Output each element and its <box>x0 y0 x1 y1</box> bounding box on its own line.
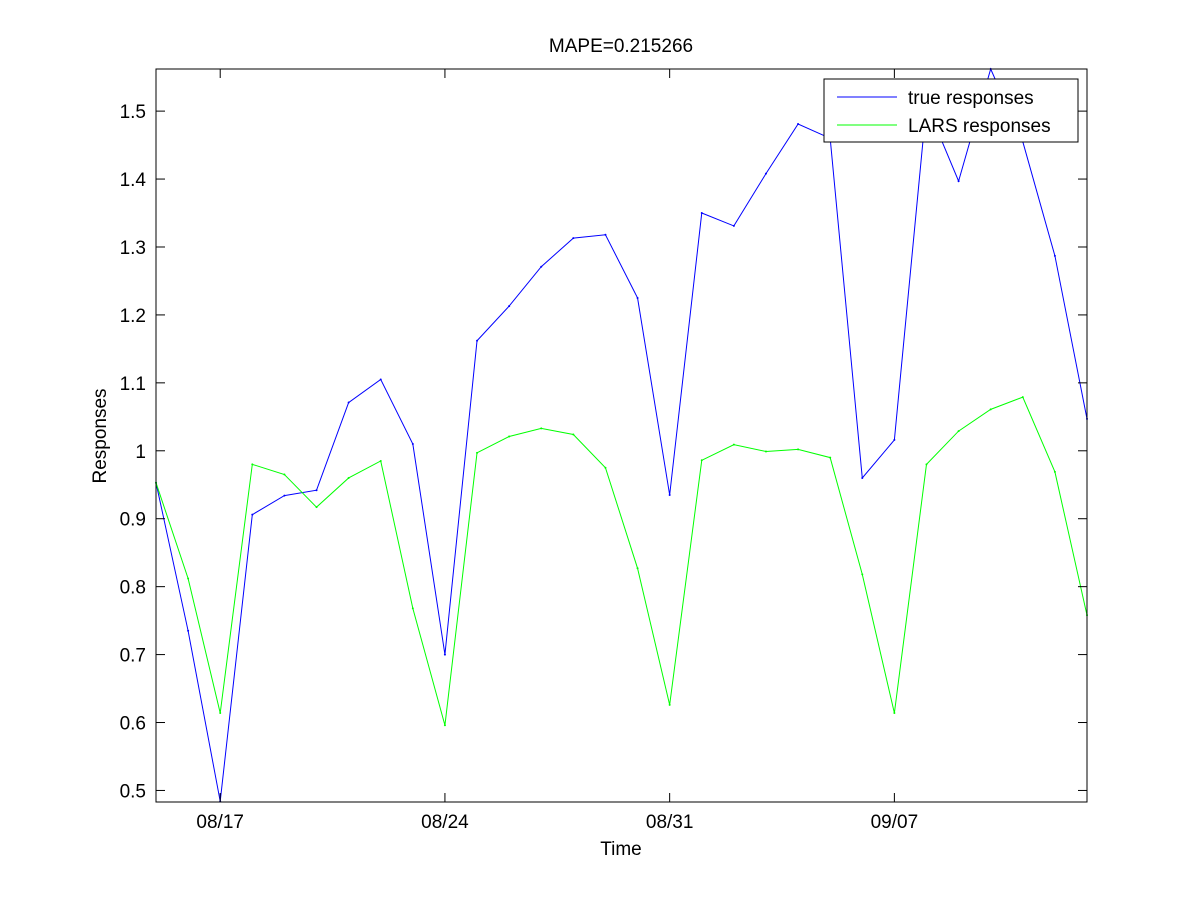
y-tick-label: 1.3 <box>120 238 146 259</box>
data-point-1-24 <box>925 463 928 466</box>
legend-label-true-responses: true responses <box>908 88 1034 109</box>
data-point-1-18 <box>732 443 735 446</box>
data-point-0-9 <box>443 653 446 656</box>
data-point-1-17 <box>700 459 703 462</box>
data-point-0-13 <box>572 237 575 240</box>
data-point-1-7 <box>379 459 382 462</box>
data-point-0-1 <box>187 629 190 632</box>
data-point-1-15 <box>636 567 639 570</box>
data-point-1-27 <box>1021 396 1024 399</box>
data-point-0-4 <box>283 494 286 497</box>
data-point-0-10 <box>476 339 479 342</box>
y-tick-label: 1.5 <box>120 102 146 123</box>
data-point-1-10 <box>476 451 479 454</box>
data-point-1-26 <box>989 408 992 411</box>
data-point-1-8 <box>411 607 414 610</box>
data-point-0-14 <box>604 233 607 236</box>
data-point-0-28 <box>1053 254 1056 257</box>
legend: true responses LARS responses <box>823 78 1079 143</box>
data-point-0-12 <box>540 265 543 268</box>
data-point-1-3 <box>251 463 254 466</box>
tick-layer: 0.5 0.6 0.7 0.8 0.9 1 1.1 1.2 1.3 1.4 1.5 08/17 08/2… <box>120 69 1087 833</box>
data-point-0-23 <box>893 438 896 441</box>
data-point-0-6 <box>347 401 350 404</box>
data-point-0-5 <box>315 489 318 492</box>
x-axis-label: Time <box>600 839 642 860</box>
plot-frame <box>155 68 1088 803</box>
data-point-0-22 <box>861 476 864 479</box>
plot-area <box>156 69 1087 802</box>
data-point-0-11 <box>508 305 511 308</box>
data-point-1-14 <box>604 466 607 469</box>
x-tick-label: 08/24 <box>421 812 469 833</box>
data-point-0-8 <box>411 442 414 445</box>
data-point-1-20 <box>797 448 800 451</box>
y-tick-label: 1.2 <box>120 306 146 327</box>
data-point-1-5 <box>315 506 318 509</box>
y-tick-label: 0.5 <box>120 781 146 802</box>
y-tick-label: 1.4 <box>120 170 147 191</box>
chart-title: MAPE=0.215266 <box>549 36 693 57</box>
y-tick-label: 0.6 <box>120 714 146 735</box>
x-tick-label: 09/07 <box>871 812 919 833</box>
data-point-1-22 <box>861 573 864 576</box>
y-tick-label: 0.9 <box>120 510 146 531</box>
y-tick-label: 1 <box>135 442 146 463</box>
data-point-1-1 <box>187 577 190 580</box>
x-tick-label: 08/17 <box>196 812 244 833</box>
series-line-1 <box>155 396 1088 726</box>
data-point-1-6 <box>347 476 350 479</box>
data-point-0-20 <box>797 123 800 126</box>
data-point-1-16 <box>668 703 671 706</box>
data-point-1-11 <box>508 435 511 438</box>
data-point-1-28 <box>1053 470 1056 473</box>
data-point-0-25 <box>957 180 960 183</box>
y-tick-label: 0.8 <box>120 578 146 599</box>
y-axis-label: Responses <box>90 388 111 483</box>
data-point-1-21 <box>829 456 832 459</box>
data-point-0-15 <box>636 296 639 299</box>
data-point-1-9 <box>443 724 446 727</box>
data-point-0-18 <box>732 224 735 227</box>
legend-label-lars-responses: LARS responses <box>908 116 1051 137</box>
x-tick-label: 08/31 <box>646 812 694 833</box>
y-tick-label: 0.7 <box>120 646 146 667</box>
y-tick-label: 1.1 <box>120 374 146 395</box>
data-point-0-3 <box>251 513 254 516</box>
data-point-1-2 <box>219 712 222 715</box>
data-point-1-25 <box>957 430 960 433</box>
legend-box <box>823 78 1079 143</box>
data-point-1-23 <box>893 712 896 715</box>
data-point-0-19 <box>764 172 767 175</box>
data-point-0-7 <box>379 378 382 381</box>
data-point-1-12 <box>540 427 543 430</box>
data-point-1-13 <box>572 433 575 436</box>
data-point-1-4 <box>283 473 286 476</box>
data-point-0-17 <box>700 212 703 215</box>
data-point-0-16 <box>668 493 671 496</box>
data-point-1-19 <box>764 450 767 453</box>
